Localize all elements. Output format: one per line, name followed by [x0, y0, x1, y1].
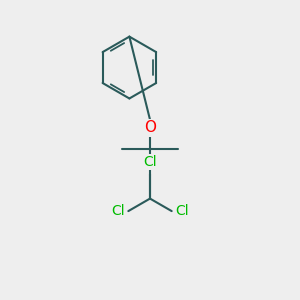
- Text: O: O: [144, 120, 156, 135]
- Text: Cl: Cl: [111, 204, 125, 218]
- Text: Cl: Cl: [175, 204, 189, 218]
- Text: Cl: Cl: [143, 155, 157, 169]
